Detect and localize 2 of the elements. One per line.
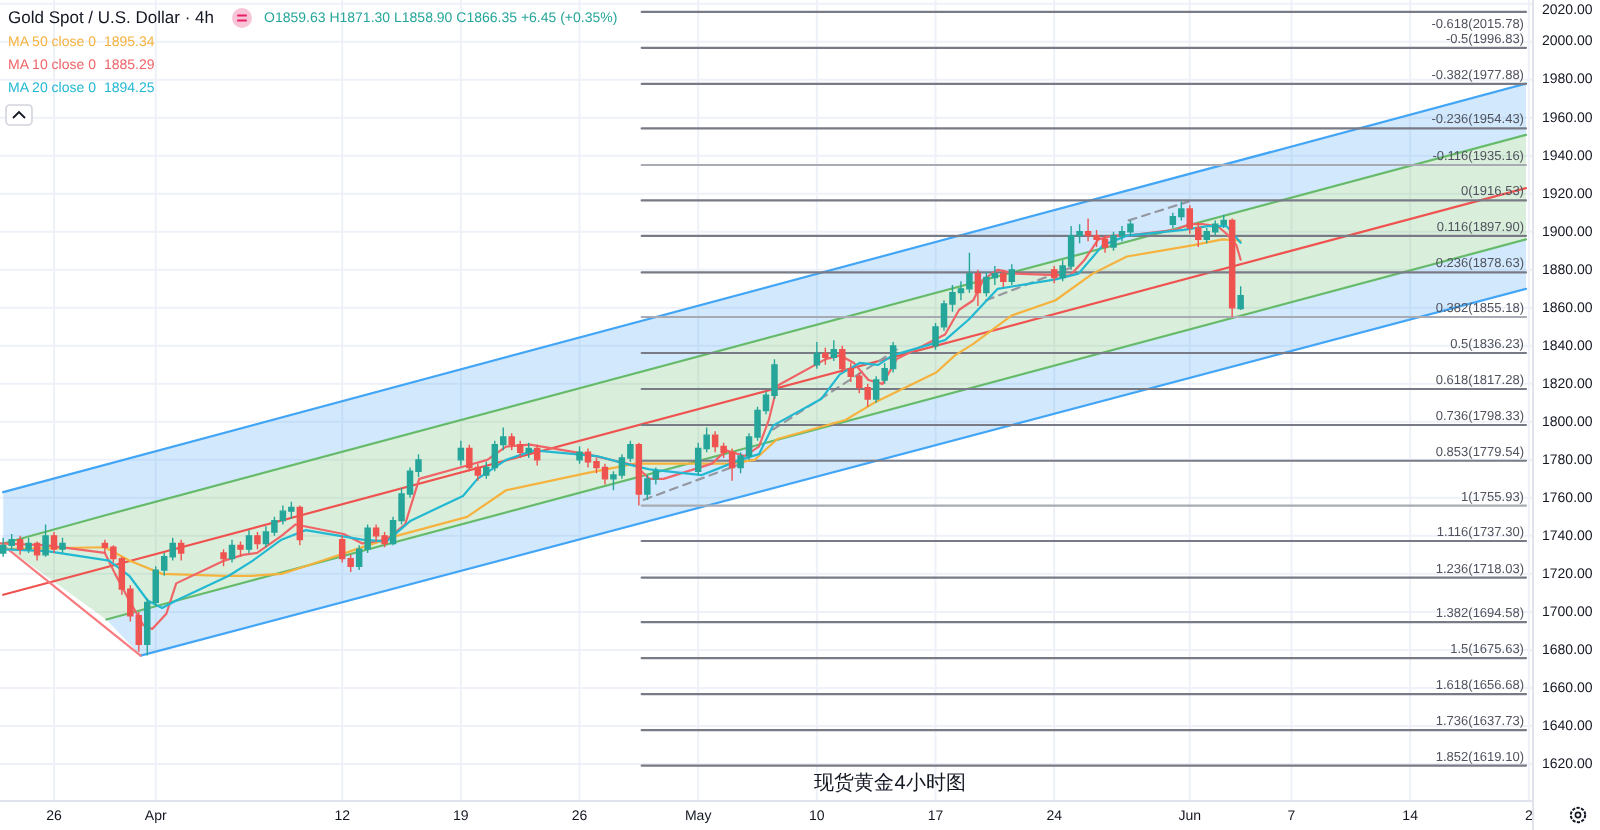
title: Gold Spot / U.S. Dollar · 4h bbox=[8, 6, 214, 27]
caption: 现货黄金4小时图 bbox=[814, 773, 966, 796]
